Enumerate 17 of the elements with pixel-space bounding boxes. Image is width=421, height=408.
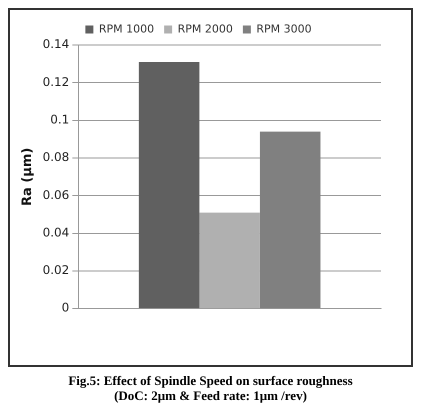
y-tick-label: 0.1 [50,112,70,126]
legend-label: RPM 3000 [256,22,312,36]
bar [138,62,200,308]
y-tick-label: 0.14 [42,37,70,52]
y-axis-title: Ra (μm) [20,148,36,206]
text: (DoC: 2μm & Feed rate: 1μm /rev) [113,388,308,403]
bar [199,212,260,308]
y-tick-label: 0.04 [42,225,70,240]
legend-label: RPM 1000 [98,22,154,36]
y-tick-label: 0.02 [42,263,70,278]
y-tick-label: 0.12 [42,74,70,89]
bar [260,132,320,308]
y-tick-label: 0.06 [42,188,70,202]
y-tick-label: 0.08 [42,150,70,164]
y-tick-label: 0 [62,300,70,315]
legend-label: RPM 2000 [178,22,233,36]
caption: Fig.5: Effect of Spindle Speed on surface roughness [67,373,354,388]
